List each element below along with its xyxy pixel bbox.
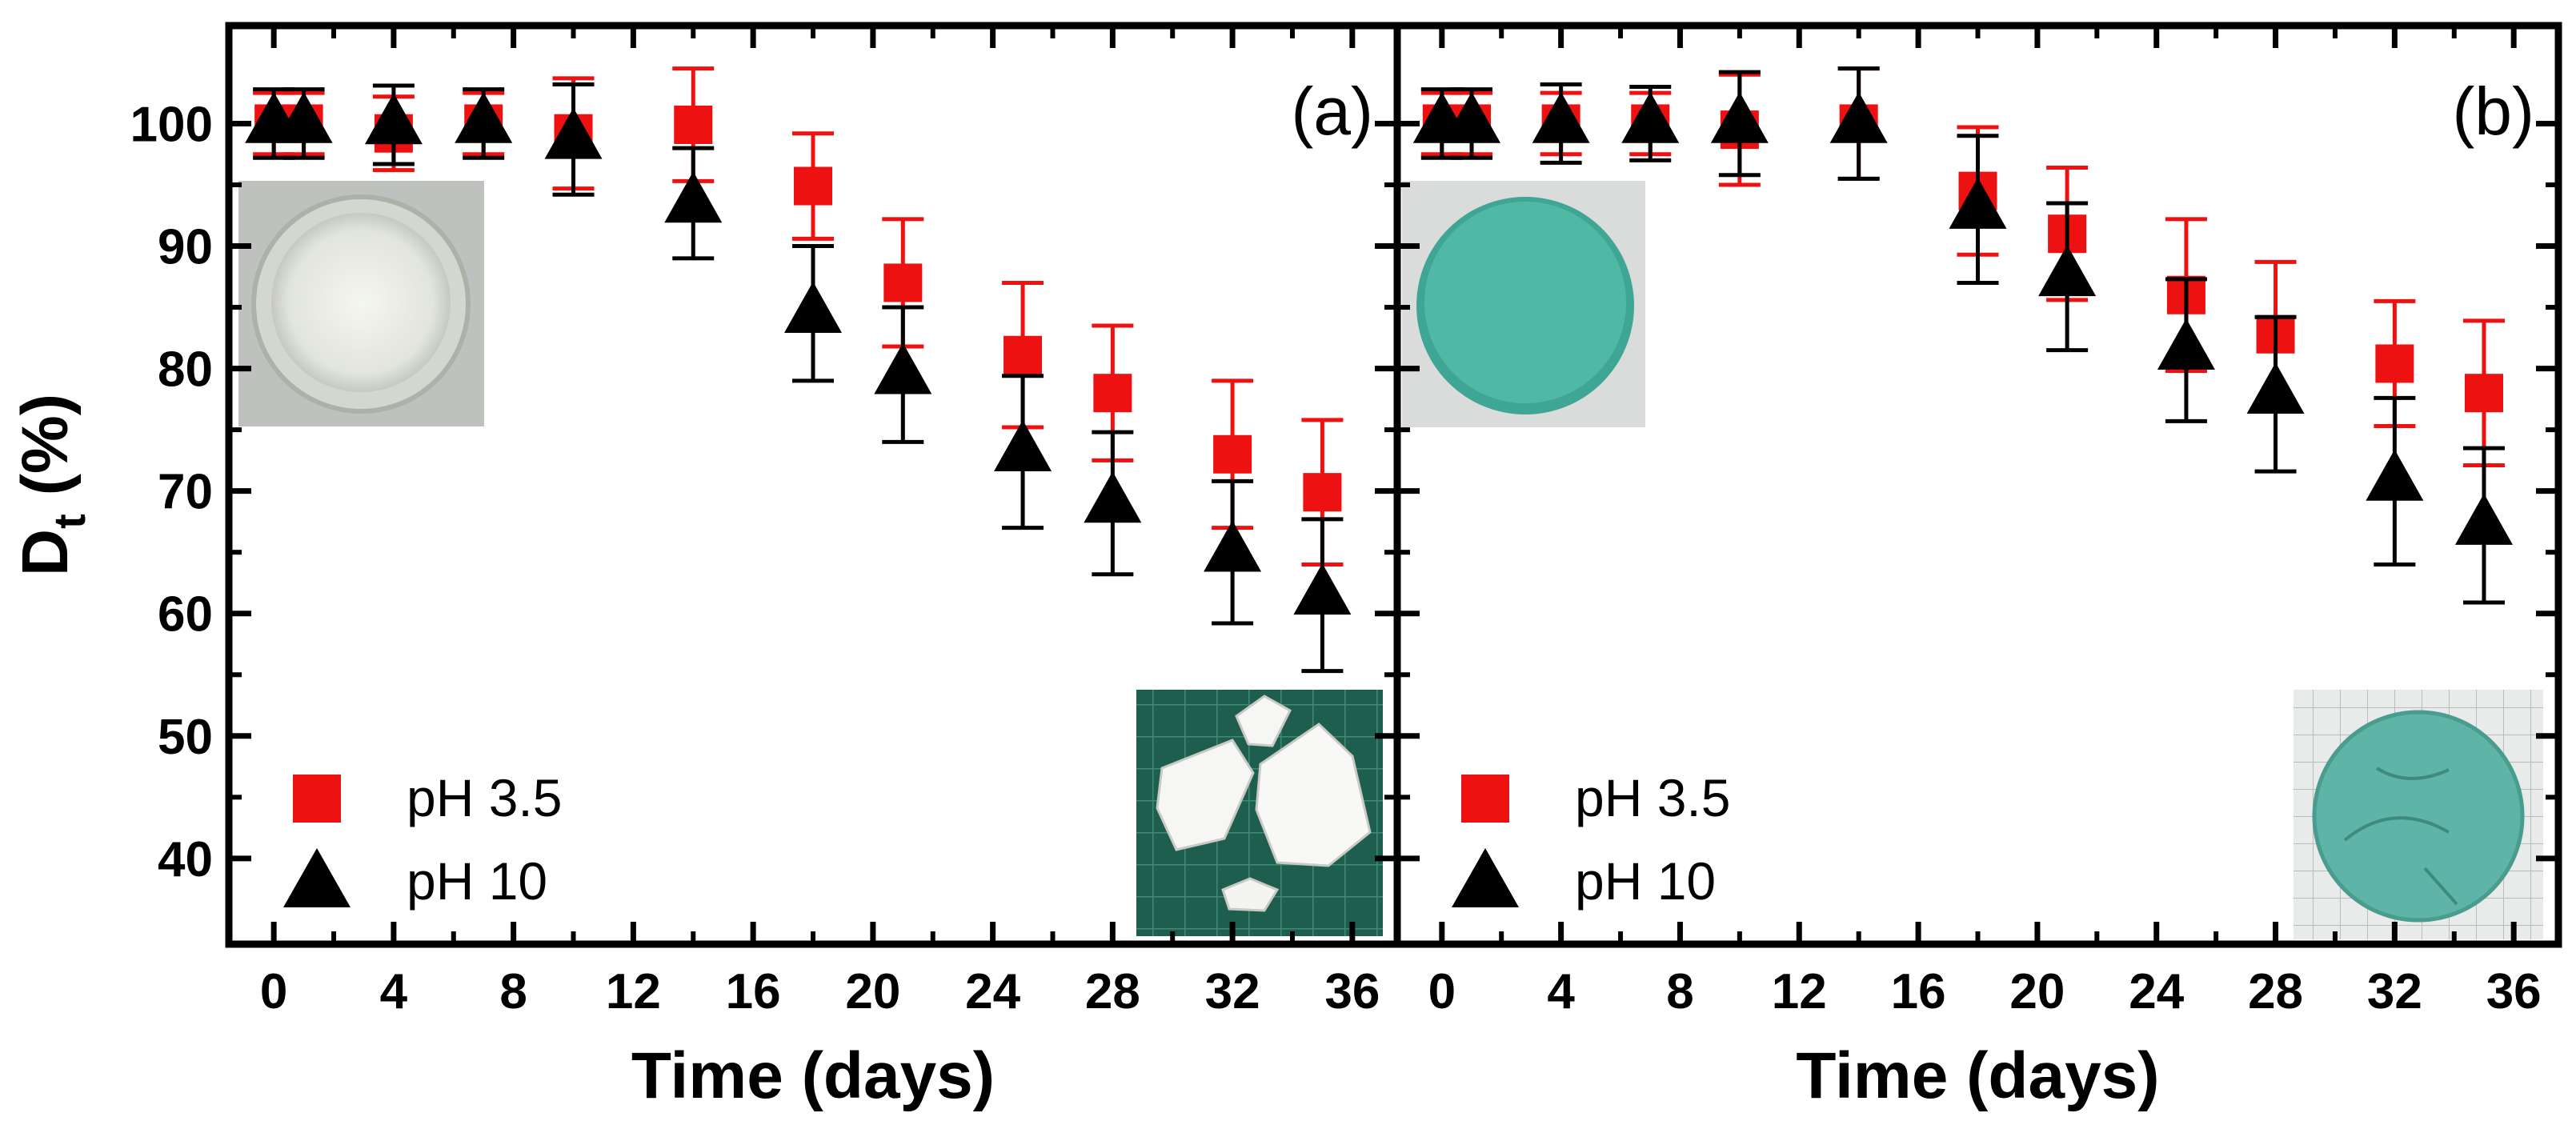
- x-tick-label: 12: [1772, 964, 1827, 1019]
- data-point: [664, 171, 723, 223]
- legend-entry: pH 3.5: [1461, 768, 1730, 827]
- data-point: [1293, 563, 1352, 615]
- x-tick-label: 32: [2367, 964, 2422, 1019]
- data-point: [2464, 374, 2503, 413]
- data-point: [274, 91, 333, 143]
- legend-marker: [1461, 775, 1509, 823]
- legend-marker: [1452, 848, 1519, 907]
- x-tick-label: 36: [2486, 964, 2542, 1019]
- data-point: [994, 419, 1052, 471]
- y-tick-label: 80: [158, 342, 213, 398]
- x-tick-label: 4: [380, 964, 408, 1019]
- data-point: [2375, 344, 2414, 383]
- y-tick-label: 70: [158, 465, 213, 520]
- x-tick-label: 24: [2129, 964, 2184, 1019]
- x-tick-label: 28: [2248, 964, 2303, 1019]
- x-tick-label: 0: [260, 964, 287, 1019]
- data-point: [364, 93, 423, 145]
- series-ph-10: [245, 82, 1352, 674]
- x-tick-label: 16: [1891, 964, 1946, 1019]
- x-tick-label: 16: [726, 964, 781, 1019]
- data-point: [1443, 91, 1501, 143]
- y-tick-label: 40: [158, 832, 213, 887]
- y-axis-title: Dt (%): [9, 394, 94, 576]
- data-point: [1532, 91, 1590, 143]
- data-point: [1303, 473, 1342, 512]
- data-point: [1710, 91, 1769, 143]
- legend-label: pH 3.5: [1575, 768, 1730, 827]
- clear-disk-photo: [238, 181, 484, 426]
- data-point: [2246, 362, 2305, 414]
- legend-marker: [283, 848, 351, 907]
- data-point: [674, 105, 713, 144]
- teal-disk-photo: [1402, 181, 1645, 427]
- data-point: [2157, 318, 2215, 370]
- data-point: [1829, 91, 1888, 143]
- panel-label: (a): [1291, 74, 1373, 149]
- y-tick-label: 50: [158, 710, 213, 765]
- inset-photos: [238, 181, 2543, 939]
- x-tick-label: 0: [1428, 964, 1456, 1019]
- legend-label: pH 10: [407, 851, 547, 911]
- data-point: [874, 342, 932, 394]
- cracked-teal-disk-photo: [2294, 690, 2543, 939]
- data-point: [1213, 434, 1252, 474]
- data-point: [1204, 520, 1262, 572]
- data-point: [784, 282, 842, 334]
- data-point: [544, 107, 603, 159]
- y-tick-label: 100: [130, 97, 213, 152]
- inset-group-a: [238, 181, 1383, 936]
- data-point: [2038, 245, 2097, 297]
- x-axis-title: Time (days): [631, 1039, 995, 1112]
- legend-marker: [293, 775, 341, 823]
- legend-label: pH 3.5: [407, 768, 562, 827]
- data-point: [794, 166, 832, 206]
- legend-entry: pH 3.5: [293, 768, 562, 827]
- x-tick-label: 20: [2009, 964, 2065, 1019]
- inset-group-b: [1402, 181, 2543, 939]
- data-point: [2366, 449, 2424, 501]
- panel-a: 0 4 8 12 16 20 24 28 32 36 40 50 60 70 80 90 100 Time (da…: [9, 22, 1401, 1112]
- legend-entry: pH 10: [283, 848, 547, 911]
- x-tick-label: 32: [1205, 964, 1260, 1019]
- data-point: [1084, 471, 1142, 523]
- data-point: [883, 263, 923, 302]
- x-tick-label: 28: [1085, 964, 1140, 1019]
- x-tick-label: 36: [1324, 964, 1380, 1019]
- x-tick-label: 24: [965, 964, 1020, 1019]
- x-tick-label: 4: [1547, 964, 1575, 1019]
- y-tick-label: 60: [158, 587, 213, 643]
- x-tick-label: 12: [606, 964, 661, 1019]
- x-tick-label: 20: [845, 964, 900, 1019]
- data-point: [455, 91, 513, 143]
- data-point: [2454, 493, 2513, 545]
- panel-b: 0 4 8 12 16 20 24 28 32 36 Time (days) (b) pH 3.5 pH …: [1393, 22, 2562, 1112]
- broken-fragments-photo: [1136, 690, 1383, 936]
- panel-label: (b): [2452, 74, 2534, 149]
- data-point: [1004, 335, 1043, 374]
- x-axis-title: Time (days): [1796, 1039, 2159, 1112]
- y-tick-label: 90: [158, 220, 213, 275]
- x-tick-label: 8: [499, 964, 527, 1019]
- data-point: [1093, 374, 1132, 413]
- data-point: [1621, 91, 1680, 143]
- legend-label: pH 10: [1575, 851, 1716, 911]
- series-ph-10: [1412, 66, 2513, 605]
- legend-entry: pH 10: [1452, 848, 1716, 911]
- data-point: [1949, 177, 2007, 229]
- x-tick-label: 8: [1666, 964, 1693, 1019]
